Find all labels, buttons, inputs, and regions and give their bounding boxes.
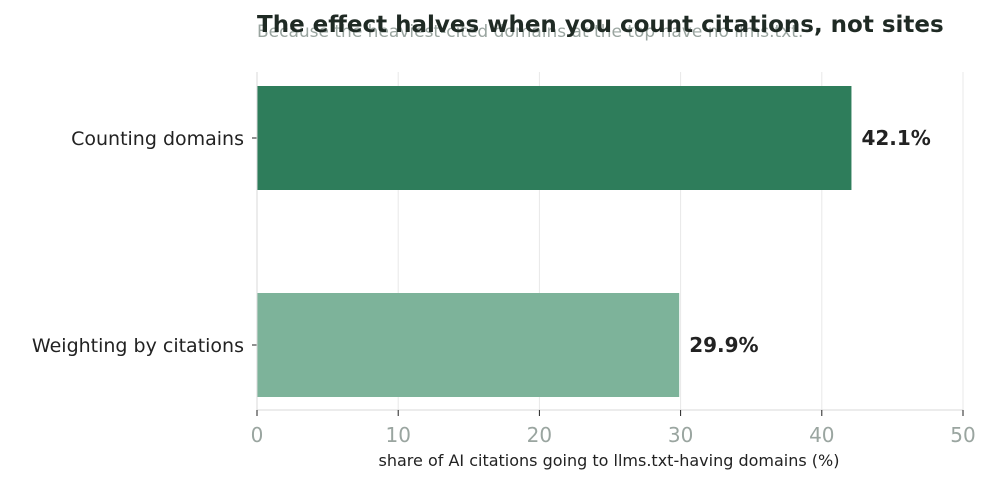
chart-subtitle: Because the heaviest-cited domains at th… [257,22,803,42]
x-tick-label-4: 40 [809,423,834,447]
x-tick-label-1: 10 [385,423,410,447]
x-tick-label-2: 20 [527,423,552,447]
chart-title: The effect halves when you count citatio… [257,12,944,38]
bars [257,86,852,397]
value-label-0: 42.1% [861,126,930,150]
x-tick-label-3: 30 [668,423,693,447]
category-label-1: Weighting by citations [32,335,244,357]
x-tick-label-0: 0 [251,423,264,447]
bar-1 [257,293,680,397]
value-label-1: 29.9% [689,333,758,357]
x-tick-label-5: 50 [950,423,975,447]
bar-0 [257,86,852,190]
category-label-0: Counting domains [71,128,244,150]
axes [252,72,964,416]
x-axis-label: share of AI citations going to llms.txt-… [379,451,840,470]
labels: 42.1% Counting domains 29.9% Weighting by c… [32,126,976,447]
